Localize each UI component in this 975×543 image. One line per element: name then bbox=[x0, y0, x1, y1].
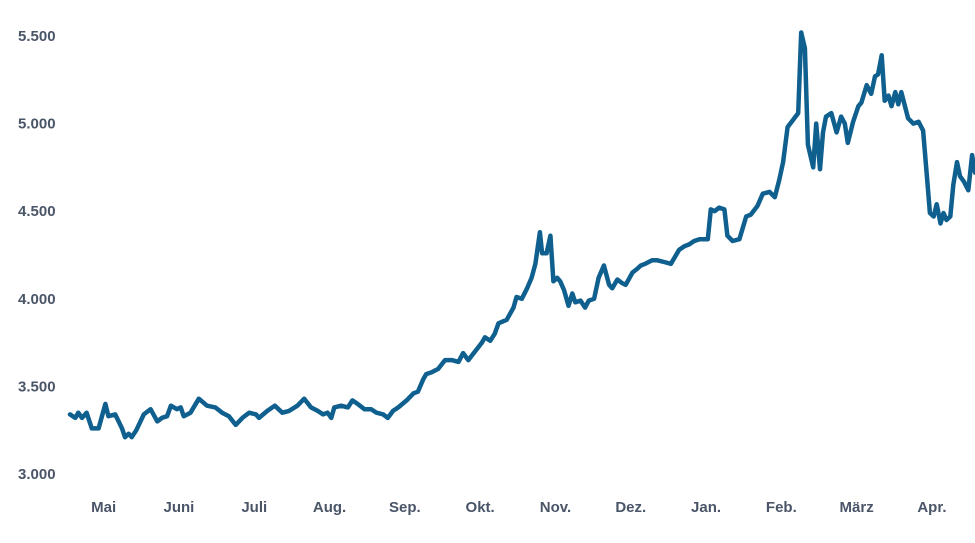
x-tick-label: Mai bbox=[91, 499, 116, 516]
y-tick-label: 5.000 bbox=[18, 116, 56, 133]
y-axis: 5.500 5.000 4.500 4.000 3.500 3.000 bbox=[18, 28, 56, 483]
x-tick-label: Juni bbox=[164, 499, 195, 516]
x-tick-label: Aug. bbox=[313, 499, 346, 516]
x-tick-label: Feb. bbox=[766, 499, 797, 516]
series-group bbox=[67, 30, 975, 440]
series-line bbox=[67, 30, 975, 440]
y-tick-label: 5.500 bbox=[18, 28, 56, 45]
x-tick-label: März bbox=[840, 499, 874, 516]
x-tick-label: Apr. bbox=[917, 499, 946, 516]
y-tick-label: 4.500 bbox=[18, 203, 56, 220]
x-tick-label: Sep. bbox=[389, 499, 421, 516]
x-tick-label: Juli bbox=[241, 499, 267, 516]
y-tick-label: 3.000 bbox=[18, 466, 56, 483]
x-tick-label: Dez. bbox=[615, 499, 646, 516]
y-tick-label: 3.500 bbox=[18, 378, 56, 395]
x-tick-label: Okt. bbox=[466, 499, 495, 516]
x-axis: Mai Juni Juli Aug. Sep. Okt. Nov. Dez. Jan. Feb. M… bbox=[91, 499, 946, 516]
x-tick-label: Nov. bbox=[540, 499, 571, 516]
y-tick-label: 4.000 bbox=[18, 291, 56, 308]
x-tick-label: Jan. bbox=[691, 499, 721, 516]
